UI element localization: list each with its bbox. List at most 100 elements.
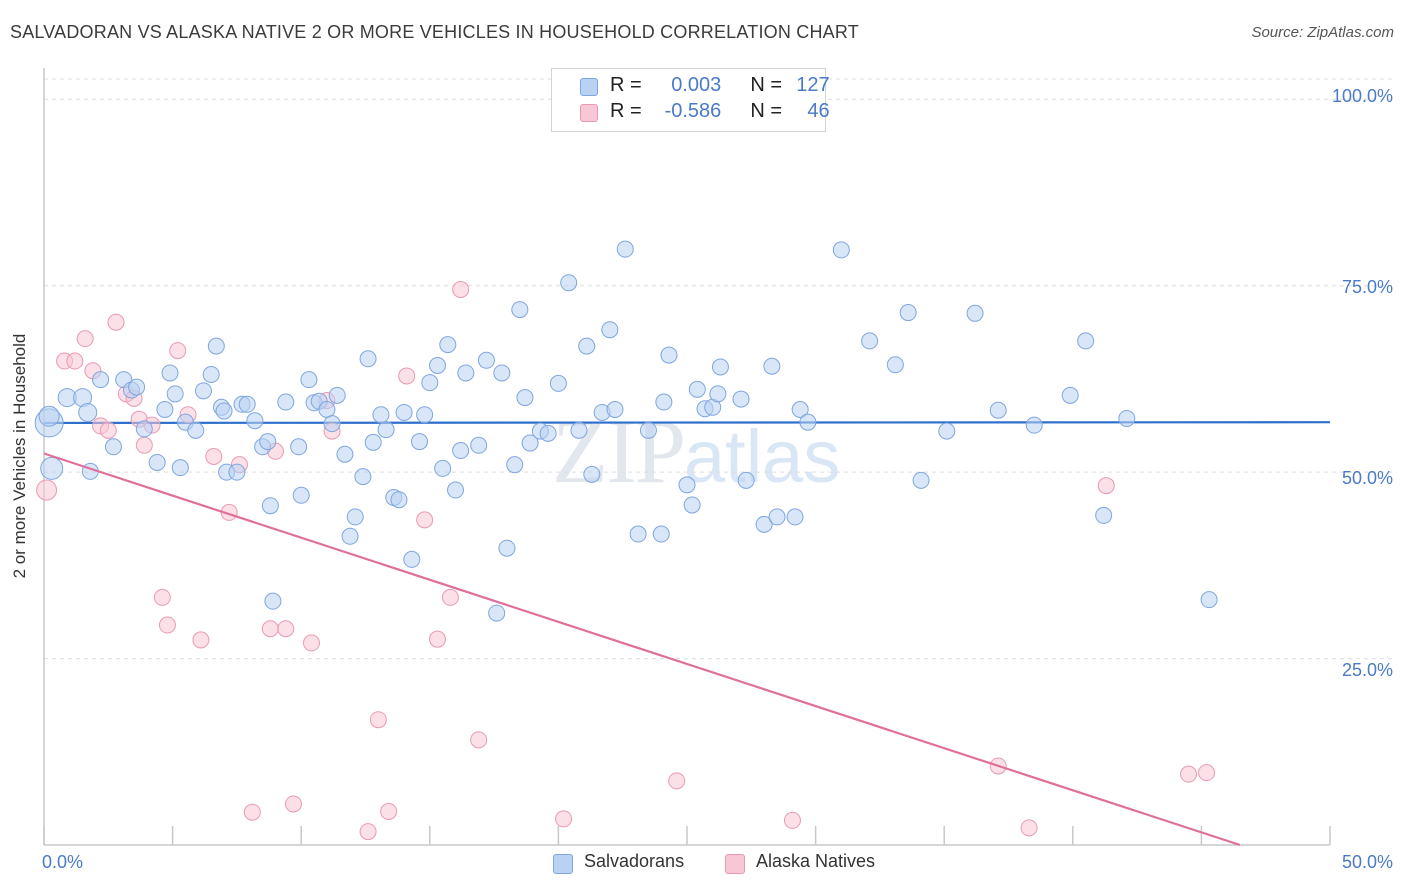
salvadorans-point-16 bbox=[166, 385, 184, 403]
salvadorans-point-100 bbox=[768, 508, 786, 526]
salvadorans-point-15 bbox=[161, 364, 179, 382]
salvadorans-point-70 bbox=[511, 301, 529, 319]
salvadorans-point-109 bbox=[938, 422, 956, 440]
salvadorans-point-46 bbox=[354, 468, 372, 486]
salvadorans-point-49 bbox=[372, 406, 390, 424]
r-label: R = bbox=[610, 74, 642, 96]
salvadorans-point-48 bbox=[364, 433, 382, 451]
salvadorans-point-67 bbox=[493, 364, 511, 382]
salvadorans-point-107 bbox=[899, 304, 917, 322]
n-label: N = bbox=[750, 100, 783, 122]
salvadorans-trend-line bbox=[43, 421, 1331, 425]
salvadorans-point-1 bbox=[40, 456, 64, 480]
salvadorans-point-68 bbox=[498, 539, 516, 557]
salvadorans-point-53 bbox=[395, 403, 413, 421]
n-value: 46 bbox=[807, 100, 830, 122]
salvadorans-point-37 bbox=[300, 371, 318, 389]
salvadorans-point-104 bbox=[832, 241, 850, 259]
x-tick-label-min: 0.0% bbox=[42, 852, 84, 872]
salvadorans-point-58 bbox=[429, 357, 447, 375]
alaska-natives-point-22 bbox=[261, 620, 279, 638]
salvadorans-point-21 bbox=[202, 365, 220, 383]
alaska-natives-point-37 bbox=[470, 731, 488, 749]
salvadorans-point-96 bbox=[732, 390, 750, 408]
alaska-natives-point-7 bbox=[107, 313, 125, 331]
salvadorans-point-34 bbox=[277, 393, 295, 411]
salvadorans-trend bbox=[43, 421, 1331, 425]
salvadorans-point-54 bbox=[403, 550, 421, 568]
salvadorans-point-111 bbox=[989, 401, 1007, 419]
salvadorans-point-20 bbox=[194, 382, 212, 400]
alaska-natives-swatch bbox=[580, 104, 598, 122]
salvadorans-point-115 bbox=[1095, 506, 1113, 524]
alaska-natives-point-39 bbox=[668, 772, 686, 790]
alaska-natives-points bbox=[36, 280, 1216, 841]
salvadorans-point-12 bbox=[135, 420, 153, 438]
alaska-natives-point-42 bbox=[1020, 819, 1038, 837]
salvadorans-point-62 bbox=[452, 442, 470, 460]
salvadorans-point-106 bbox=[886, 356, 904, 374]
salvadorans-point-110 bbox=[966, 304, 984, 322]
salvadorans-point-94 bbox=[709, 385, 727, 403]
salvadorans-point-112 bbox=[1025, 416, 1043, 434]
alaska-natives-point-0 bbox=[36, 479, 58, 501]
salvadorans-point-99 bbox=[763, 357, 781, 375]
salvadorans-point-26 bbox=[228, 463, 246, 481]
salvadorans-point-90 bbox=[683, 496, 701, 514]
salvadorans-point-83 bbox=[616, 240, 634, 258]
salvadorans-point-105 bbox=[861, 332, 879, 350]
salvadorans-point-116 bbox=[1118, 409, 1136, 427]
alaska-natives-point-3 bbox=[76, 330, 94, 348]
salvadorans-point-24 bbox=[215, 402, 233, 420]
salvadorans-point-79 bbox=[583, 465, 601, 483]
y-tick-label-100: 100.0% bbox=[1331, 86, 1393, 106]
salvadorans-point-87 bbox=[655, 393, 673, 411]
salvadorans-point-91 bbox=[688, 380, 706, 398]
salvadorans-point-42 bbox=[328, 386, 346, 404]
n-label: N = bbox=[750, 74, 783, 96]
salvadorans-point-114 bbox=[1077, 332, 1095, 350]
salvadorans-point-31 bbox=[259, 433, 277, 451]
r-label: R = bbox=[610, 100, 642, 122]
salvadorans-point-63 bbox=[457, 364, 475, 382]
salvadorans-point-85 bbox=[639, 421, 657, 439]
salvadorans-point-59 bbox=[434, 459, 452, 477]
salvadorans-point-84 bbox=[629, 525, 647, 543]
chart-title: SALVADORAN VS ALASKA NATIVE 2 OR MORE VE… bbox=[10, 22, 859, 42]
salvadorans-point-2 bbox=[38, 405, 60, 427]
legend-alaska-natives-swatch bbox=[725, 854, 745, 874]
alaska-natives-point-11 bbox=[135, 436, 153, 454]
alaska-natives-point-35 bbox=[441, 588, 459, 606]
salvadorans-point-65 bbox=[477, 351, 495, 369]
salvadorans-points bbox=[34, 240, 1218, 622]
salvadorans-point-64 bbox=[470, 436, 488, 454]
alaska-natives-stats-row: R = -0.586 N = 46 bbox=[610, 100, 830, 126]
legend-salvadorans-swatch bbox=[553, 854, 573, 874]
alaska-natives-point-25 bbox=[284, 795, 302, 813]
alaska-natives-point-34 bbox=[429, 630, 447, 648]
salvadorans-point-89 bbox=[678, 476, 696, 494]
alaska-natives-point-26 bbox=[302, 634, 320, 652]
salvadorans-point-13 bbox=[148, 453, 166, 471]
salvadorans-point-33 bbox=[264, 592, 282, 610]
salvadorans-point-40 bbox=[318, 401, 336, 419]
y-tick-label-75: 75.0% bbox=[1341, 277, 1393, 297]
salvadorans-point-36 bbox=[292, 486, 310, 504]
salvadorans-point-77 bbox=[570, 421, 588, 439]
alaska-natives-point-31 bbox=[380, 802, 398, 820]
salvadorans-point-78 bbox=[578, 337, 596, 355]
salvadorans-point-69 bbox=[506, 456, 524, 474]
alaska-natives-point-38 bbox=[555, 810, 573, 828]
salvadorans-point-74 bbox=[539, 424, 557, 442]
y-tick-label-25: 25.0% bbox=[1341, 660, 1393, 680]
alaska-natives-point-40 bbox=[783, 811, 801, 829]
salvadorans-point-19 bbox=[187, 421, 205, 439]
salvadorans-point-8 bbox=[104, 438, 122, 456]
salvadorans-point-5 bbox=[78, 402, 98, 422]
axes bbox=[43, 68, 1331, 846]
alaska-natives-point-13 bbox=[153, 588, 171, 606]
source-label: Source: ZipAtlas.com bbox=[1251, 24, 1394, 41]
salvadorans-point-102 bbox=[791, 401, 809, 419]
salvadorans-point-55 bbox=[411, 433, 429, 451]
